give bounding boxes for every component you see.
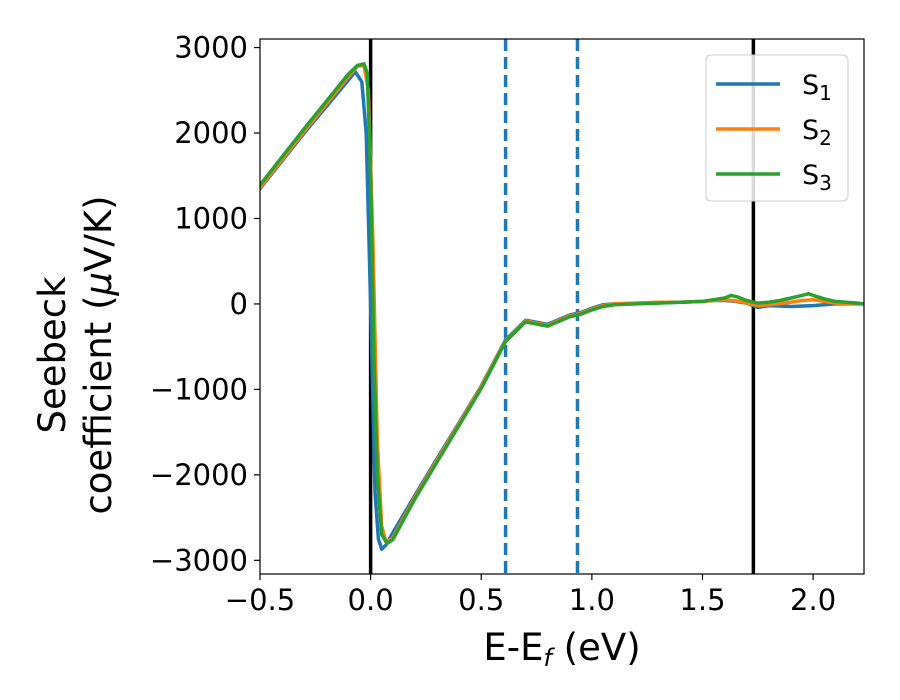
series-line-3 — [260, 62, 864, 545]
y-axis-label-line1: Seebeck — [31, 276, 74, 434]
legend-label-3: S3 — [802, 160, 832, 195]
y-tick-label: −3000 — [150, 543, 248, 577]
legend-label-2: S2 — [802, 115, 832, 150]
y-tick-label: 2000 — [174, 116, 248, 150]
reference-lines — [368, 39, 756, 574]
y-tick-label: −2000 — [150, 458, 248, 492]
plot-frame — [259, 38, 865, 575]
y-tick-label: −1000 — [150, 372, 248, 406]
series-lines — [260, 62, 864, 551]
x-tick-label: 1.0 — [569, 583, 615, 617]
y-tick-label: 1000 — [174, 201, 248, 235]
x-axis-ticks: −0.5 0.0 0.5 1.0 1.5 2.0 — [225, 574, 836, 617]
x-tick-label: 0.0 — [348, 583, 394, 617]
x-tick-label: 0.5 — [458, 583, 504, 617]
x-tick-label: 1.5 — [679, 583, 725, 617]
y-tick-label: 3000 — [174, 31, 248, 65]
x-axis-label: E-Ef (eV) — [483, 626, 640, 672]
legend-label-1: S1 — [802, 70, 832, 105]
y-axis-ticks: 3000 2000 1000 0 −1000 −2000 −3000 — [150, 31, 260, 577]
x-tick-label: 2.0 — [790, 583, 836, 617]
y-tick-label: 0 — [230, 287, 248, 321]
y-axis-label: Seebeck coefficient (μV/K) — [31, 195, 120, 514]
x-tick-label: −0.5 — [225, 583, 295, 617]
y-axis-label-line2: coefficient (μV/K) — [77, 195, 120, 514]
legend: S1 S2 S3 — [705, 54, 849, 202]
